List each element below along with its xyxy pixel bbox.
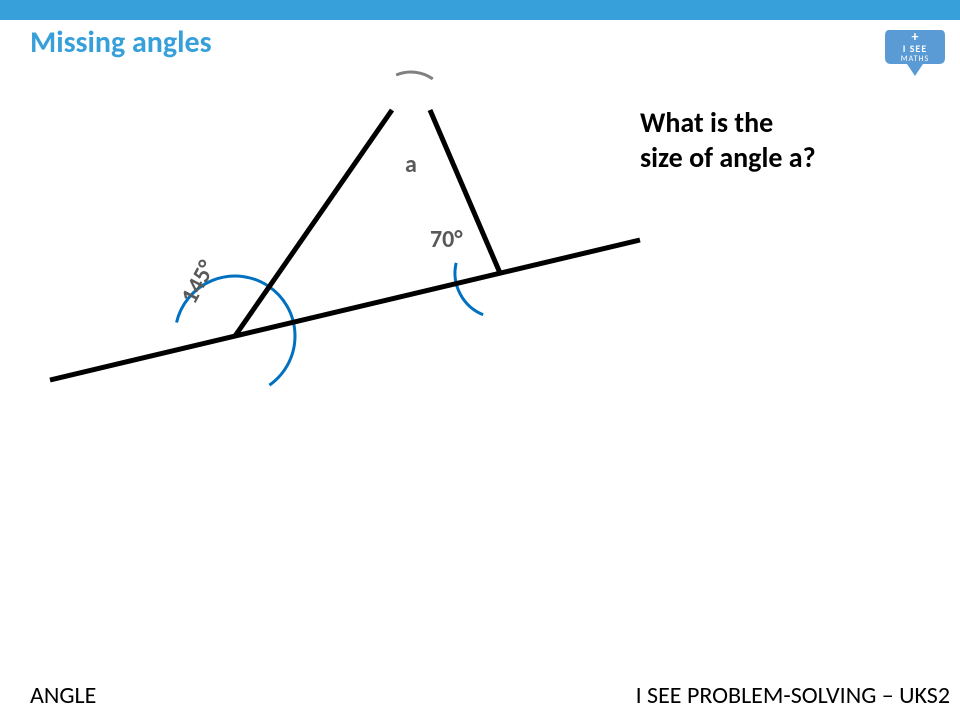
- angle-diagram: [0, 0, 960, 500]
- base-line: [50, 240, 640, 380]
- footer-brand: I SEE PROBLEM-SOLVING – UKS2: [636, 681, 950, 710]
- footer: ANGLE I SEE PROBLEM-SOLVING – UKS2: [0, 681, 960, 720]
- arc-70-icon: [455, 263, 483, 315]
- arc-a-icon: [396, 72, 433, 79]
- slide-page: Missing angles + I SEE MATHS What is the…: [0, 0, 960, 720]
- angle-label-70: 70°: [430, 225, 463, 254]
- angle-label-a: a: [405, 150, 417, 179]
- footer-category: ANGLE: [30, 681, 96, 710]
